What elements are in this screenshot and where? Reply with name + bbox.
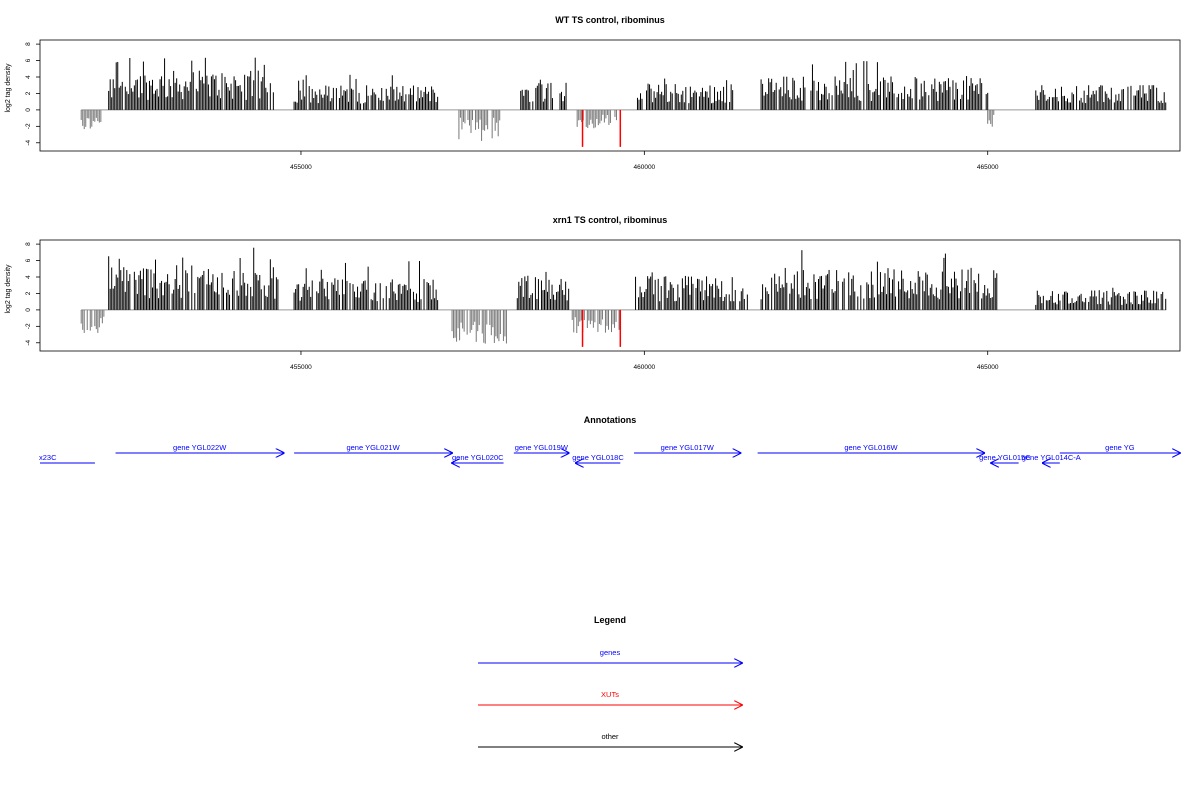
y-tick-label: -2 [25,323,32,329]
gene-label: gene YGL018C [572,453,624,462]
y-tick-label: 8 [25,242,32,246]
y-tick-label: -4 [25,340,32,346]
gene-label: gene YG [1105,443,1135,452]
y-tick-label: 2 [25,91,32,95]
gene-label: gene YGL015C [979,453,1031,462]
legend-label-other: other [601,732,619,741]
x-tick-label: 455000 [290,364,312,371]
xrn1-track: -4 -2 0 2 4 6 8 455000 460000 465000 [25,239,1181,371]
gene-label: gene YGL019W [515,443,569,452]
gene-label: gene YGL020C [452,453,504,462]
y-tick-label: 4 [25,75,32,79]
x-tick-label: 460000 [633,164,655,171]
x-tick-label: 455000 [290,164,312,171]
y-axis-label: log2 tag density [5,63,12,113]
gene-label: gene YGL021W [346,443,400,452]
y-tick-label: 4 [25,275,32,279]
gene-label: gene YGL016W [844,443,898,452]
panel-xrn1: xrn1 TS control, ribominus log2 tag dens… [5,215,1181,371]
y-tick-label: -2 [25,123,32,129]
plot-frame [39,239,1181,352]
wt-track: -4 -2 0 2 4 6 8 455000 460000 465000 [25,39,1181,171]
gene-label: gene YGL014C-A [1022,453,1081,462]
x-tick-label: 460000 [633,364,655,371]
legend-label-genes: genes [600,648,621,657]
y-axis-label: log2 tag density [5,264,12,314]
panel-title: WT TS control, ribominus [555,15,665,25]
plot-frame [39,39,1181,152]
legend-label-xuts: XUTs [601,690,619,699]
gene-label: gene YGL017W [661,443,715,452]
x-tick-label: 465000 [977,164,999,171]
legend: Legend genes XUTs other [478,615,742,747]
gene-label: x23C [39,453,57,462]
y-tick-label: 6 [25,258,32,262]
annotations-title: Annotations [584,415,637,425]
y-tick-label: 0 [25,108,32,112]
y-tick-label: 0 [25,308,32,312]
y-tick-label: 8 [25,42,32,46]
gene-label: gene YGL022W [173,443,227,452]
panel-title: xrn1 TS control, ribominus [553,215,668,225]
legend-title: Legend [594,615,626,625]
annotations-panel: Annotations x23C gene YGL022W gene YGL021W… [39,415,1180,463]
x-tick-label: 465000 [977,364,999,371]
gene-track: x23C gene YGL022W gene YGL021W gene YGL020C… [39,443,1180,463]
y-tick-label: 6 [25,58,32,62]
y-tick-label: 2 [25,291,32,295]
y-tick-label: -4 [25,140,32,146]
panel-wt: WT TS control, ribominus log2 tag densit… [5,15,1181,171]
